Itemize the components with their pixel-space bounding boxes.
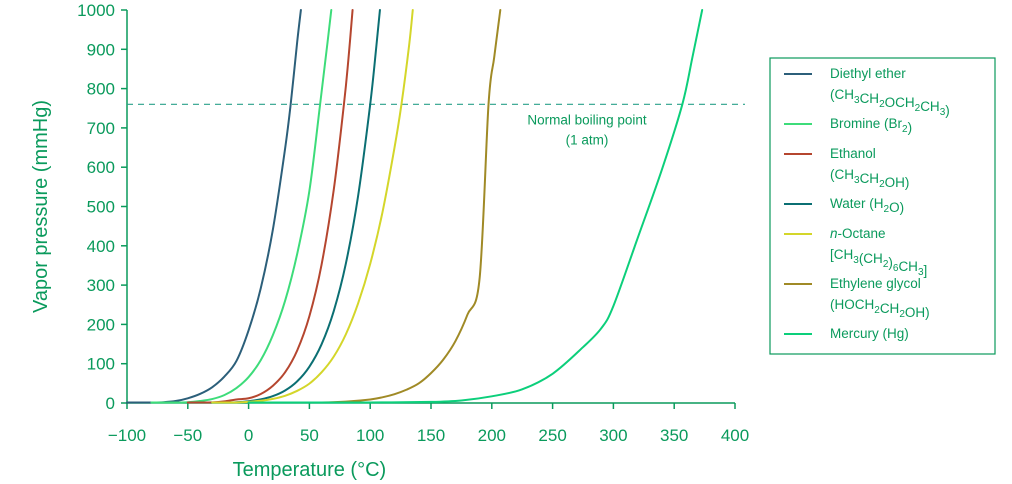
x-tick-label: 50 (300, 426, 319, 445)
legend-label: Diethyl ether (830, 66, 906, 81)
series-layer (126, 9, 704, 404)
legend-box (769, 57, 996, 355)
x-tick-label: 350 (660, 426, 688, 445)
legend-formula: (CH3CH2OH) (830, 167, 909, 190)
legend-label: Ethanol (830, 146, 876, 161)
series-line-mercury (247, 9, 704, 404)
y-tick-label: 0 (106, 394, 115, 413)
axes: 0 100 200 300 400 500 600 700 800 900 1000 −100 −50 0… (77, 1, 749, 445)
legend-item-n-octane: n-Octane [CH3(CH2)6CH3] (784, 226, 927, 278)
x-tick-label: 100 (356, 426, 384, 445)
y-tick-label: 1000 (77, 1, 115, 20)
y-tick-label: 900 (87, 40, 115, 59)
legend-item-ethanol: Ethanol (CH3CH2OH) (784, 146, 909, 190)
series-line-bromine (150, 9, 333, 404)
reference-line-group: Normal boiling point (1 atm) (127, 103, 745, 147)
legend-label: n-Octane (830, 226, 886, 241)
x-tick-label: −50 (173, 426, 202, 445)
x-tick-label: 300 (599, 426, 627, 445)
legend-item-diethyl-ether: Diethyl ether (CH3CH2OCH2CH3) (784, 66, 950, 118)
legend-item-mercury: Mercury (Hg) (784, 326, 909, 341)
x-tick-label: −100 (108, 426, 146, 445)
x-tick-label: 0 (244, 426, 253, 445)
x-tick-label: 150 (417, 426, 445, 445)
legend-formula: (CH3CH2OCH2CH3) (830, 87, 950, 118)
x-axis-label: Temperature (°C) (233, 459, 387, 481)
x-tick-label: 400 (721, 426, 749, 445)
legend-label: Water (H2O) (830, 196, 904, 215)
y-tick-label: 100 (87, 355, 115, 374)
y-tick-label: 200 (87, 315, 115, 334)
legend-label: Bromine (Br2) (830, 116, 912, 135)
y-axis-label: Vapor pressure (mmHg) (30, 100, 52, 313)
y-tick-label: 300 (87, 276, 115, 295)
legend: Diethyl ether (CH3CH2OCH2CH3)Bromine (Br2… (769, 57, 996, 355)
series-line-diethyl-ether (126, 9, 302, 404)
legend-label: Ethylene glycol (830, 276, 921, 291)
series-line-n-octane (211, 9, 414, 404)
x-tick-label: 200 (478, 426, 506, 445)
x-tick-label: 250 (538, 426, 566, 445)
legend-item-bromine: Bromine (Br2) (784, 116, 912, 135)
reference-line-sublabel: (1 atm) (566, 132, 609, 147)
legend-label: Mercury (Hg) (830, 326, 909, 341)
legend-item-ethylene-glycol: Ethylene glycol (HOCH2CH2OH) (784, 276, 930, 320)
y-tick-label: 700 (87, 119, 115, 138)
legend-formula: [CH3(CH2)6CH3] (830, 247, 927, 278)
y-tick-label: 800 (87, 80, 115, 99)
y-tick-label: 600 (87, 158, 115, 177)
legend-item-water: Water (H2O) (784, 196, 904, 215)
legend-formula: (HOCH2CH2OH) (830, 297, 930, 320)
y-tick-label: 400 (87, 237, 115, 256)
reference-line-label: Normal boiling point (527, 112, 647, 127)
y-tick-label: 500 (87, 198, 115, 217)
series-line-water (211, 9, 381, 404)
